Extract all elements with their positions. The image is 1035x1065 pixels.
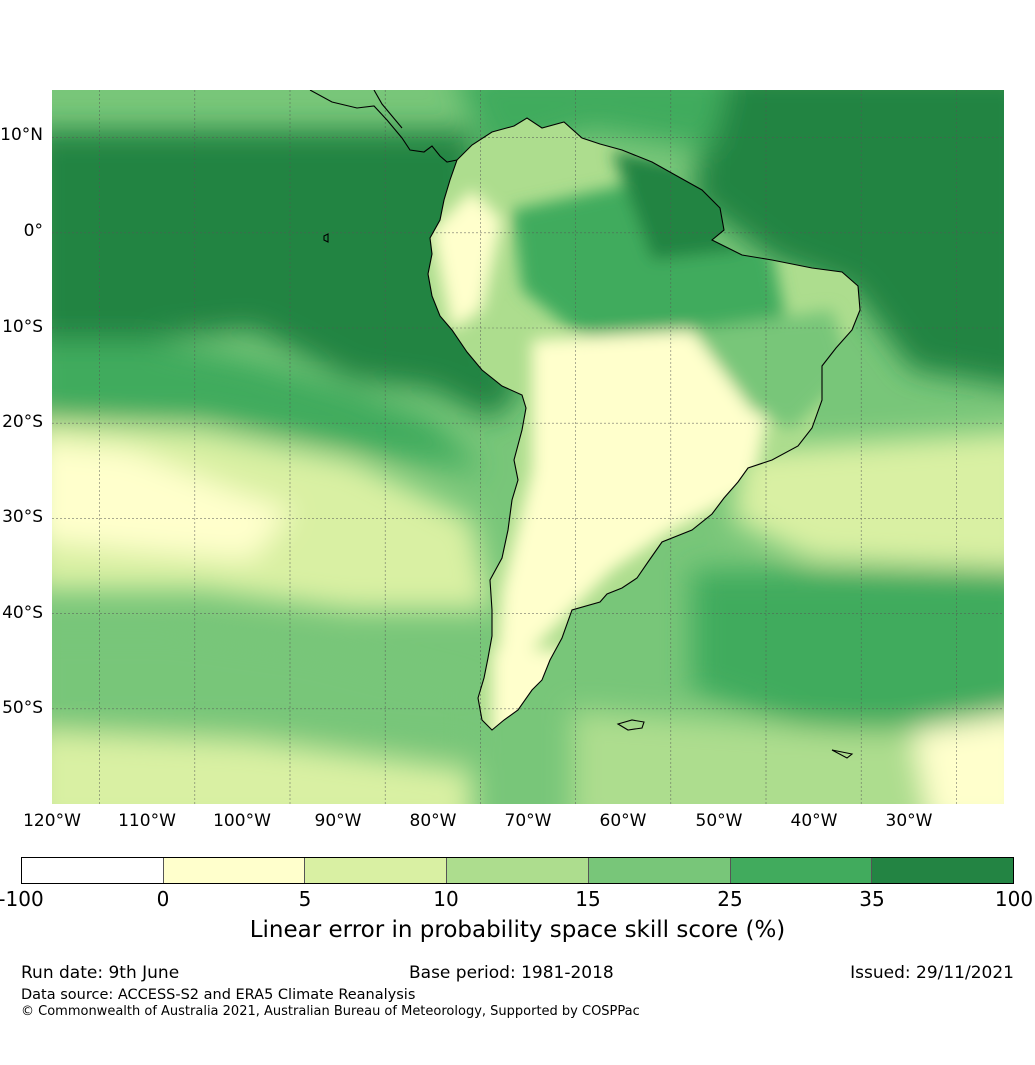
lat-label-40s: 40°S [2, 603, 43, 623]
field-brazil-mid [692, 310, 852, 430]
colorbar-tick-1: -100 [0, 887, 44, 911]
colorbar-tick-2: 0 [156, 887, 170, 911]
base-period: Base period: 1981-2018 [409, 963, 614, 983]
map-gridlines [52, 90, 1004, 804]
lon-label-40w: 40°W [790, 811, 838, 831]
lat-label-50s: 50°S [2, 698, 43, 718]
south-america-coastline [427, 117, 861, 731]
lat-label-10s: 10°S [2, 317, 43, 337]
field-satl-mid [692, 570, 1004, 750]
lat-label-30s: 30°S [2, 507, 43, 527]
colorbar-tick-6: 25 [717, 887, 743, 911]
lat-label-10n: 10°N [0, 125, 43, 145]
issued-date: Issued: 29/11/2021 [850, 963, 1014, 983]
field-se-corner [912, 714, 1004, 804]
colorbar-tick-3: 5 [298, 887, 312, 911]
lat-label-0: 0° [23, 221, 43, 241]
colorbar-tick-8: 100 [994, 887, 1034, 911]
lon-label-50w: 50°W [695, 811, 743, 831]
run-date: Run date: 9th June [21, 963, 180, 983]
data-source: Data source: ACCESS-S2 and ERA5 Climate … [21, 987, 416, 1003]
field-southpac-mid [52, 630, 472, 750]
lon-label-30w: 30°W [885, 811, 933, 831]
copyright: © Commonwealth of Australia 2021, Austra… [21, 1004, 640, 1019]
field-andes-low [432, 190, 502, 330]
lon-label-100w: 100°W [213, 811, 271, 831]
field-central-vlow [492, 330, 772, 730]
field-satl-south [572, 710, 1004, 804]
lon-label-110w: 110°W [118, 811, 176, 831]
colorbar-segment-6 [730, 858, 873, 883]
lon-label-80w: 80°W [409, 811, 457, 831]
coastlines [309, 90, 861, 759]
colorbar-segment-4 [447, 858, 589, 883]
colorbar-segment-2 [163, 858, 306, 883]
lon-label-90w: 90°W [314, 811, 362, 831]
colorbar-segment-3 [305, 858, 448, 883]
falklands-coastline [616, 719, 645, 731]
colorbar-title: Linear error in probability space skill … [249, 917, 786, 943]
colorbar-segment-7 [872, 858, 1014, 883]
caribbean-coastline [373, 90, 403, 129]
lon-label-70w: 70°W [504, 811, 552, 831]
field-satl-low [732, 431, 1004, 569]
lon-label-120w: 120°W [23, 811, 81, 831]
colorbar [21, 857, 1014, 884]
colorbar-segment-1 [22, 858, 164, 883]
colorbar-tick-5: 15 [575, 887, 601, 911]
lat-label-20s: 20°S [2, 412, 43, 432]
lon-label-60w: 60°W [599, 811, 647, 831]
south-georgia-coastline [831, 749, 854, 759]
colorbar-tick-4: 10 [433, 887, 459, 911]
field-pacific-high [52, 130, 522, 420]
colorbar-segment-5 [588, 858, 731, 883]
galapagos-coastline [323, 233, 329, 243]
colorbar-tick-7: 35 [859, 887, 885, 911]
field-atlantic-high [692, 90, 1004, 386]
central-america-coastline [309, 90, 458, 163]
field-pacific-vlow [52, 442, 292, 560]
skill-score-map [52, 90, 1004, 804]
field-pacific-mid [52, 340, 482, 470]
field-southpac-low [52, 730, 472, 804]
